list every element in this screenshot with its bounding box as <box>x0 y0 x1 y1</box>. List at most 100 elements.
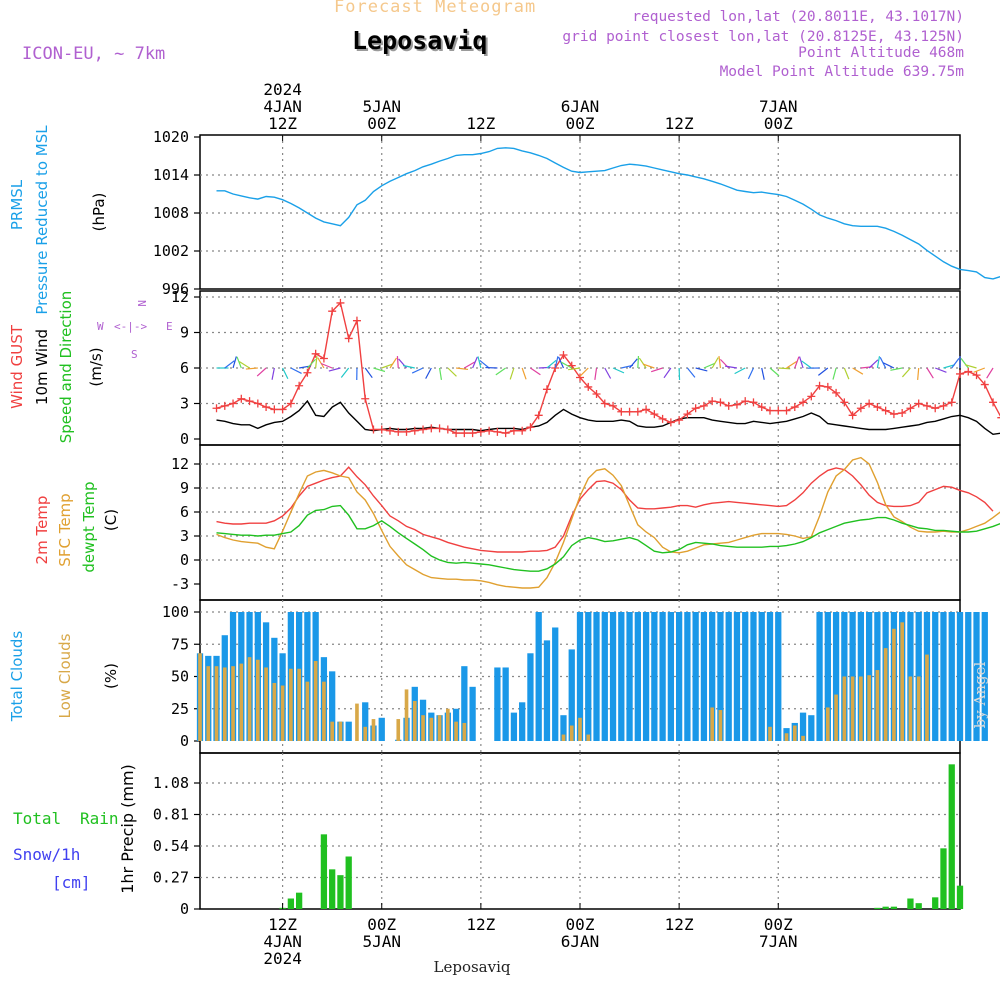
wind-direction-arrow <box>798 356 804 369</box>
wind-gust-marker <box>419 425 428 434</box>
wind-direction-arrow <box>398 358 407 369</box>
total-cloud-bar <box>799 712 807 741</box>
wind-direction-arrow <box>747 367 755 380</box>
wind-gust-marker <box>592 390 601 399</box>
wind-direction-arrow <box>320 362 333 369</box>
wind-gust-marker <box>708 397 717 406</box>
wind-speed-line <box>216 399 1000 436</box>
wind-gust-marker <box>220 401 229 410</box>
wind-gust-marker <box>956 369 964 378</box>
wind-gust-marker <box>848 411 857 420</box>
precip-ytick-label: 1.08 <box>153 774 189 792</box>
low-cloud-bar <box>198 653 202 741</box>
compass-w: W <box>97 320 104 333</box>
wind-gust-marker <box>336 298 345 307</box>
total-cloud-bar <box>626 612 633 741</box>
wind-direction-arrow <box>876 356 881 369</box>
total-cloud-bar <box>535 612 542 741</box>
wind-direction-arrow <box>926 367 934 379</box>
wind-direction-arrow <box>703 362 716 369</box>
low-cloud-bar <box>222 667 227 741</box>
wind-direction-arrow <box>447 367 457 377</box>
wind-gust-marker <box>749 398 758 407</box>
wind-gust-marker <box>452 429 461 438</box>
low-cloud-bar <box>826 707 830 741</box>
precip-ytick-label: 0.81 <box>153 806 189 824</box>
wind-gust-marker <box>732 400 741 409</box>
wind-direction-arrow <box>964 364 977 369</box>
total-cloud-bar <box>345 721 352 741</box>
wind-direction-arrow <box>594 367 598 380</box>
wind-direction-arrow <box>290 367 302 374</box>
wind-direction-arrow <box>852 367 864 375</box>
low-cloud-bar <box>842 676 847 741</box>
wind-direction-arrow <box>328 367 341 372</box>
wind-direction-arrow <box>530 367 541 376</box>
total-cloud-bar <box>585 612 592 741</box>
rain-bar <box>320 834 328 909</box>
total-cloud-bar <box>651 612 658 741</box>
wind-direction-arrow <box>315 356 318 369</box>
low-cloud-bar <box>437 715 442 741</box>
wind-direction-arrow <box>778 367 791 370</box>
wind-direction-arrow <box>935 367 947 373</box>
wind-gust-marker <box>699 401 708 410</box>
requested-lonlat: requested lon,lat (20.8011E, 43.1017N) <box>632 9 964 25</box>
total-cloud-bar <box>758 612 765 741</box>
total-cloud-bar <box>667 612 675 741</box>
wind-gust-marker <box>443 425 452 434</box>
wind-direction-arrow <box>695 367 708 372</box>
total-cloud-bar <box>775 612 782 741</box>
credit-watermark: by Angel <box>971 661 989 728</box>
bottom-time-label: 00Z <box>764 915 793 934</box>
wind-gust-marker <box>270 405 279 414</box>
total-cloud-bar <box>494 667 501 741</box>
clouds-ytick-label: 75 <box>171 635 189 653</box>
pressure-ytick-label: 1020 <box>153 128 189 146</box>
wind-direction-arrow <box>801 360 812 369</box>
total-cloud-bar <box>816 612 823 741</box>
total-cloud-bar <box>808 715 815 741</box>
wind-gust-marker <box>559 350 568 359</box>
precip-ytick-label: 0 <box>180 900 189 918</box>
temp-line-0 <box>216 466 994 553</box>
wind-gust-marker <box>782 406 791 415</box>
wind-gust-marker <box>666 418 675 427</box>
wind-direction-arrow <box>456 367 469 371</box>
low-cloud-bar <box>272 682 277 741</box>
rain-bar <box>337 875 344 909</box>
wind-gust-marker <box>840 398 849 407</box>
wind-gust-marker <box>369 425 378 434</box>
rain-bar <box>874 907 881 909</box>
total-cloud-bar <box>659 612 666 741</box>
top-time-label: 4JAN <box>263 97 302 116</box>
total-cloud-bar <box>560 715 567 741</box>
wind-gust-marker <box>865 399 874 408</box>
wind-ytick-label: 9 <box>180 324 189 342</box>
compass-arrow-h: <-|-> <box>114 320 147 333</box>
clouds-unit: (%) <box>102 663 120 689</box>
low-cloud-bar <box>297 668 301 741</box>
wind-gust-marker <box>212 404 221 413</box>
wind-gust-marker <box>757 403 766 412</box>
wind-gust-marker <box>600 399 609 408</box>
low-cloud-bar <box>586 734 591 741</box>
wind-gust-marker <box>394 427 403 436</box>
total-cloud-bar <box>717 612 724 741</box>
wind-gust-marker <box>377 425 386 434</box>
top-time-label: 00Z <box>367 114 396 133</box>
low-cloud-bar <box>214 666 219 741</box>
wind-gust-marker <box>898 408 907 417</box>
wind-direction-arrow <box>271 367 275 380</box>
low-cloud-bar <box>792 725 797 741</box>
compass-n: N <box>135 300 148 307</box>
rain-bar <box>915 903 922 909</box>
wind-direction-arrow <box>381 363 394 369</box>
low-cloud-bar <box>850 676 855 741</box>
total-cloud-bar <box>634 612 641 741</box>
rain-bar <box>932 897 939 909</box>
wind-direction-arrow <box>734 367 746 375</box>
low-cloud-bar <box>396 719 401 741</box>
wind-gust-marker <box>576 373 584 382</box>
